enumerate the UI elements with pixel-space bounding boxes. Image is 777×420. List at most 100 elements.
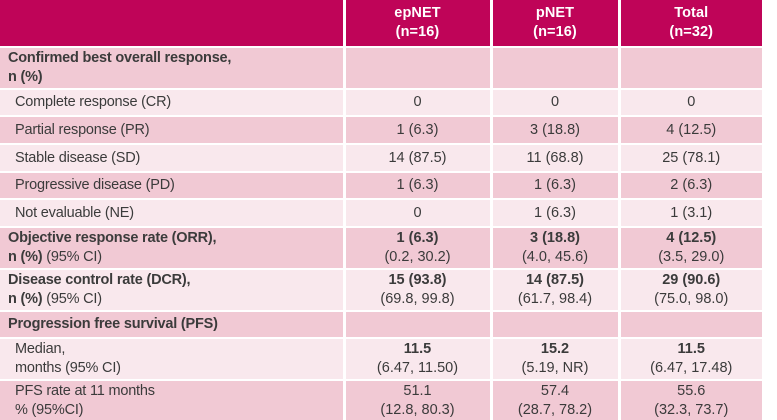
- value-line: 11 (68.8): [526, 149, 584, 166]
- row-label-confirmed-best-overall-response: Confirmed best overall response, n (%): [0, 47, 346, 90]
- value-line: (4.0, 45.6): [521, 249, 589, 265]
- label-text: Progressive disease (PD): [15, 177, 175, 193]
- label-text: n (%): [8, 291, 43, 307]
- row-confirmed-best-overall-response: Confirmed best overall response, n (%): [0, 47, 762, 90]
- label-text: Progression free survival (PFS): [8, 316, 218, 332]
- label-text: Objective response rate (ORR),: [8, 230, 217, 246]
- label-text: months (95% CI): [15, 360, 121, 376]
- label-line: PFS rate at 11 months: [15, 382, 339, 401]
- label-text: Stable disease (SD): [15, 149, 141, 166]
- label-text: n (%): [8, 69, 43, 85]
- value-line: 0: [550, 94, 560, 110]
- value-line: (75.0, 98.0): [654, 291, 729, 307]
- row-label-progression-free-survival: Progression free survival (PFS): [0, 311, 346, 339]
- value-line: 29 (90.6): [662, 272, 721, 288]
- label-text: PFS rate at 11 months: [15, 382, 155, 399]
- value-line: 0: [687, 94, 696, 110]
- row-stable-disease: Stable disease (SD) 14 (87.5) 11 (68.8) 25 …: [0, 144, 762, 173]
- value-line: (0.2, 30.2): [384, 249, 451, 265]
- value-line: 1 (6.3): [396, 230, 439, 246]
- label-line: Progressive disease (PD): [15, 176, 339, 195]
- value-objective-response-rate-epnet: 1 (6.3) (0.2, 30.2): [344, 227, 493, 270]
- value-line: 1 (3.1): [670, 204, 713, 221]
- value-disease-control-rate-pnet: 14 (87.5) (61.7, 98.4): [491, 269, 621, 312]
- row-partial-response: Partial response (PR) 1 (6.3) 3 (18.8) 4 (1…: [0, 116, 762, 145]
- value-not-evaluable-total: 1 (3.1): [619, 199, 762, 228]
- label-text: Confirmed best overall response,: [8, 50, 232, 66]
- value-median-months-pnet: 15.2 (5.19, NR): [491, 338, 621, 381]
- value-complete-response-epnet: 0: [344, 89, 493, 117]
- label-line: n (%) (95% CI): [8, 248, 339, 267]
- value-line: 55.6: [677, 382, 706, 399]
- value-complete-response-pnet: 0: [491, 89, 621, 117]
- row-progression-free-survival: Progression free survival (PFS): [0, 311, 762, 339]
- value-confirmed-best-overall-response-epnet: [344, 47, 493, 90]
- value-stable-disease-total: 25 (78.1): [619, 144, 762, 173]
- header-pnet-name: pNET: [535, 5, 575, 21]
- label-text: Complete response (CR): [15, 94, 171, 110]
- value-progressive-disease-total: 2 (6.3): [619, 172, 762, 200]
- label-line: Complete response (CR): [15, 93, 339, 112]
- value-line: 25 (78.1): [662, 149, 721, 166]
- value-line: 1 (6.3): [534, 177, 576, 193]
- value-progression-free-survival-pnet: [491, 311, 621, 339]
- label-line: Stable disease (SD): [15, 149, 339, 168]
- header-epnet: epNET (n=16): [344, 0, 493, 48]
- value-line: (5.19, NR): [521, 360, 589, 376]
- row-label-pfs-rate-at-11-months: PFS rate at 11 months % (95%CI): [0, 380, 346, 420]
- label-text: Not evaluable (NE): [15, 204, 134, 221]
- value-line: 2 (6.3): [670, 177, 713, 193]
- value-line: (69.8, 99.8): [380, 291, 455, 307]
- header-total: Total (n=32): [619, 0, 762, 48]
- value-median-months-total: 11.5 (6.47, 17.48): [619, 338, 762, 381]
- value-stable-disease-pnet: 11 (68.8): [491, 144, 621, 173]
- label-text: (95% CI): [42, 249, 102, 265]
- row-label-disease-control-rate: Disease control rate (DCR), n (%) (95% CI…: [0, 269, 346, 312]
- header-pnet: pNET (n=16): [491, 0, 621, 48]
- label-line: Partial response (PR): [15, 121, 339, 140]
- label-text: % (95%CI): [15, 401, 84, 418]
- value-progressive-disease-epnet: 1 (6.3): [344, 172, 493, 200]
- value-line: 57.4: [540, 382, 570, 399]
- header-empty-cell: [0, 0, 346, 48]
- value-line: 1 (6.3): [396, 121, 439, 138]
- header-epnet-name: epNET: [394, 5, 441, 21]
- value-not-evaluable-epnet: 0: [344, 199, 493, 228]
- label-text: Disease control rate (DCR),: [8, 272, 191, 288]
- value-line: (6.47, 11.50): [376, 360, 459, 376]
- value-objective-response-rate-total: 4 (12.5) (3.5, 29.0): [619, 227, 762, 270]
- value-disease-control-rate-epnet: 15 (93.8) (69.8, 99.8): [344, 269, 493, 312]
- value-line: 1 (6.3): [534, 204, 576, 221]
- value-stable-disease-epnet: 14 (87.5): [344, 144, 493, 173]
- value-line: 4 (12.5): [666, 121, 717, 138]
- value-line: 15 (93.8): [388, 272, 447, 288]
- row-disease-control-rate: Disease control rate (DCR), n (%) (95% CI…: [0, 269, 762, 312]
- header-epnet-n: (n=16): [395, 24, 440, 40]
- row-objective-response-rate: Objective response rate (ORR), n (%) (95%…: [0, 227, 762, 270]
- value-median-months-epnet: 11.5 (6.47, 11.50): [344, 338, 493, 381]
- row-label-progressive-disease: Progressive disease (PD): [0, 172, 346, 200]
- value-line: 14 (87.5): [388, 149, 447, 166]
- label-line: n (%): [8, 68, 339, 87]
- label-line: Median,: [15, 340, 339, 359]
- value-pfs-rate-at-11-months-total: 55.6 (32.3, 73.7): [619, 380, 762, 420]
- value-line: 14 (87.5): [525, 272, 585, 288]
- row-median-months: Median, months (95% CI) 11.5 (6.47, 11.50) 1…: [0, 338, 762, 381]
- label-text: Partial response (PR): [15, 121, 150, 138]
- row-complete-response: Complete response (CR) 0 0 0: [0, 89, 762, 117]
- value-progression-free-survival-epnet: [344, 311, 493, 339]
- row-label-stable-disease: Stable disease (SD): [0, 144, 346, 173]
- header-pnet-n: (n=16): [533, 24, 577, 40]
- value-progressive-disease-pnet: 1 (6.3): [491, 172, 621, 200]
- label-text: Median,: [15, 341, 66, 357]
- label-line: n (%) (95% CI): [8, 290, 339, 309]
- row-pfs-rate-at-11-months: PFS rate at 11 months % (95%CI) 51.1 (12.8,…: [0, 380, 762, 420]
- value-not-evaluable-pnet: 1 (6.3): [491, 199, 621, 228]
- value-confirmed-best-overall-response-pnet: [491, 47, 621, 90]
- label-line: Disease control rate (DCR),: [8, 271, 339, 290]
- row-label-partial-response: Partial response (PR): [0, 116, 346, 145]
- label-line: % (95%CI): [15, 401, 339, 420]
- value-line: 1 (6.3): [396, 177, 439, 193]
